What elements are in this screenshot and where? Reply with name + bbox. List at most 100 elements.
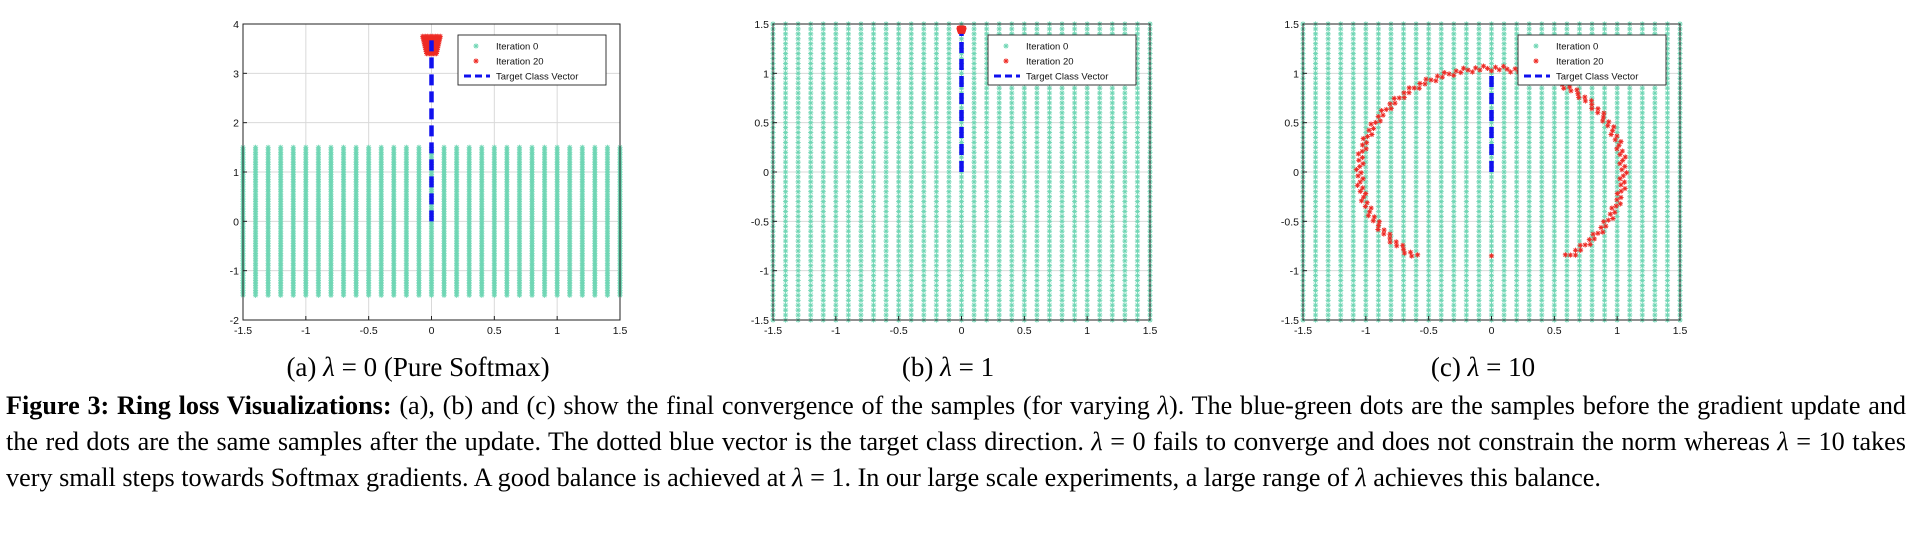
sample-point-before — [896, 184, 902, 190]
sample-point-before — [845, 174, 851, 180]
sample-point-before — [1084, 105, 1090, 111]
sample-point-before — [933, 149, 939, 155]
legend-label: Iteration 0 — [1026, 42, 1068, 53]
sample-point-before — [820, 302, 826, 308]
sample-point-before — [1463, 184, 1469, 190]
sample-point-before — [996, 268, 1002, 274]
sample-point-before — [1325, 307, 1331, 313]
sample-point-before — [1400, 233, 1407, 239]
sample-point-before — [1084, 110, 1090, 116]
sample-point-before — [328, 144, 334, 150]
sample-point-before — [833, 75, 839, 81]
sample-point-before — [1109, 223, 1115, 229]
sample-point-before — [1476, 273, 1482, 279]
sample-point-before — [1350, 134, 1356, 141]
sample-point-before — [1400, 268, 1407, 274]
sample-point-before — [1059, 273, 1065, 279]
sample-point-before — [908, 100, 914, 106]
sample-point-before — [1350, 85, 1356, 91]
sample-point-before — [996, 184, 1002, 190]
sample-point-before — [833, 55, 839, 62]
sample-point-before — [1072, 184, 1078, 190]
sample-point-before — [833, 26, 839, 32]
sample-point-before — [1476, 85, 1482, 91]
sample-point-before — [946, 41, 952, 47]
sample-point-before — [1072, 149, 1078, 155]
sample-point-before — [1034, 268, 1040, 274]
sample-point-before — [845, 95, 851, 101]
sample-point-before — [1046, 273, 1053, 279]
sample-point-before — [1338, 203, 1344, 210]
sample-point-before — [833, 90, 839, 96]
sample-point-before — [1134, 144, 1141, 150]
sample-point-before — [1476, 120, 1482, 126]
sample-point-before — [1009, 228, 1015, 234]
sample-point-before — [1109, 194, 1115, 200]
sample-point-before — [1363, 55, 1369, 62]
sample-point-before — [1134, 41, 1141, 47]
sample-point-before — [1021, 258, 1027, 264]
sample-point-before — [1059, 238, 1065, 244]
sample-point-before — [845, 292, 851, 298]
sample-point-before — [1059, 184, 1065, 190]
sample-point-before — [1072, 273, 1078, 279]
sample-point-before — [1350, 70, 1356, 76]
sample-point-before — [984, 90, 990, 96]
sample-point-before — [1375, 65, 1381, 71]
sample-point-before — [1325, 208, 1331, 215]
sample-point-before — [1463, 70, 1469, 76]
sample-point-before — [1476, 169, 1482, 175]
sample-point-before — [883, 199, 889, 205]
sample-point-before — [1046, 110, 1053, 116]
sample-point-before — [1122, 85, 1128, 91]
sample-point-before — [921, 223, 927, 229]
sample-point-before — [1338, 70, 1344, 76]
sample-point-before — [958, 154, 965, 160]
sample-point-before — [958, 258, 965, 264]
series-2 — [420, 33, 443, 57]
sample-point-before — [946, 248, 952, 254]
sample-point-before — [984, 144, 990, 150]
sample-point-before — [1122, 277, 1128, 284]
sample-point-before — [896, 218, 902, 224]
sample-point-before — [820, 60, 826, 67]
sample-point-before — [1097, 312, 1103, 318]
sample-point-before — [870, 287, 877, 293]
sample-point-before — [933, 51, 939, 57]
sample-point-before — [1338, 223, 1344, 229]
sample-point-before — [1426, 144, 1432, 150]
sample-point-before — [896, 51, 902, 57]
sample-point-before — [1438, 70, 1444, 76]
sample-point-before — [820, 120, 826, 126]
sample-point-before — [1034, 134, 1040, 141]
sample-point-before — [1488, 312, 1495, 318]
sample-point-before — [1021, 154, 1027, 160]
sample-point-before — [1350, 129, 1356, 136]
sample-point-before — [1046, 312, 1053, 318]
sample-point-before — [303, 144, 309, 150]
sample-point-before — [1476, 263, 1482, 269]
sample-point-before — [996, 95, 1002, 101]
sample-point-before — [946, 26, 952, 32]
sample-point-before — [996, 159, 1002, 165]
sample-point-before — [958, 139, 965, 145]
sample-point-before — [795, 31, 801, 37]
sample-point-before — [1476, 159, 1482, 165]
sample-point-before — [958, 199, 965, 205]
sample-point-before — [1388, 184, 1394, 190]
sample-point-before — [1109, 85, 1115, 91]
sample-point-before — [1059, 144, 1065, 150]
sample-point-before — [1338, 238, 1344, 244]
sample-point-before — [1375, 208, 1381, 215]
legend-marker-iteration-20 — [1003, 58, 1009, 64]
sample-point-before — [870, 208, 877, 215]
sample-point-before — [795, 282, 801, 289]
sample-point-before — [1426, 287, 1432, 293]
sample-point-before — [1438, 46, 1444, 52]
sample-point-before — [984, 233, 990, 239]
sample-point-before — [1476, 95, 1482, 101]
sample-point-before — [1072, 228, 1078, 234]
sample-point-before — [1046, 169, 1053, 175]
sample-point-before — [1312, 302, 1319, 308]
sample-point-before — [1109, 149, 1115, 155]
